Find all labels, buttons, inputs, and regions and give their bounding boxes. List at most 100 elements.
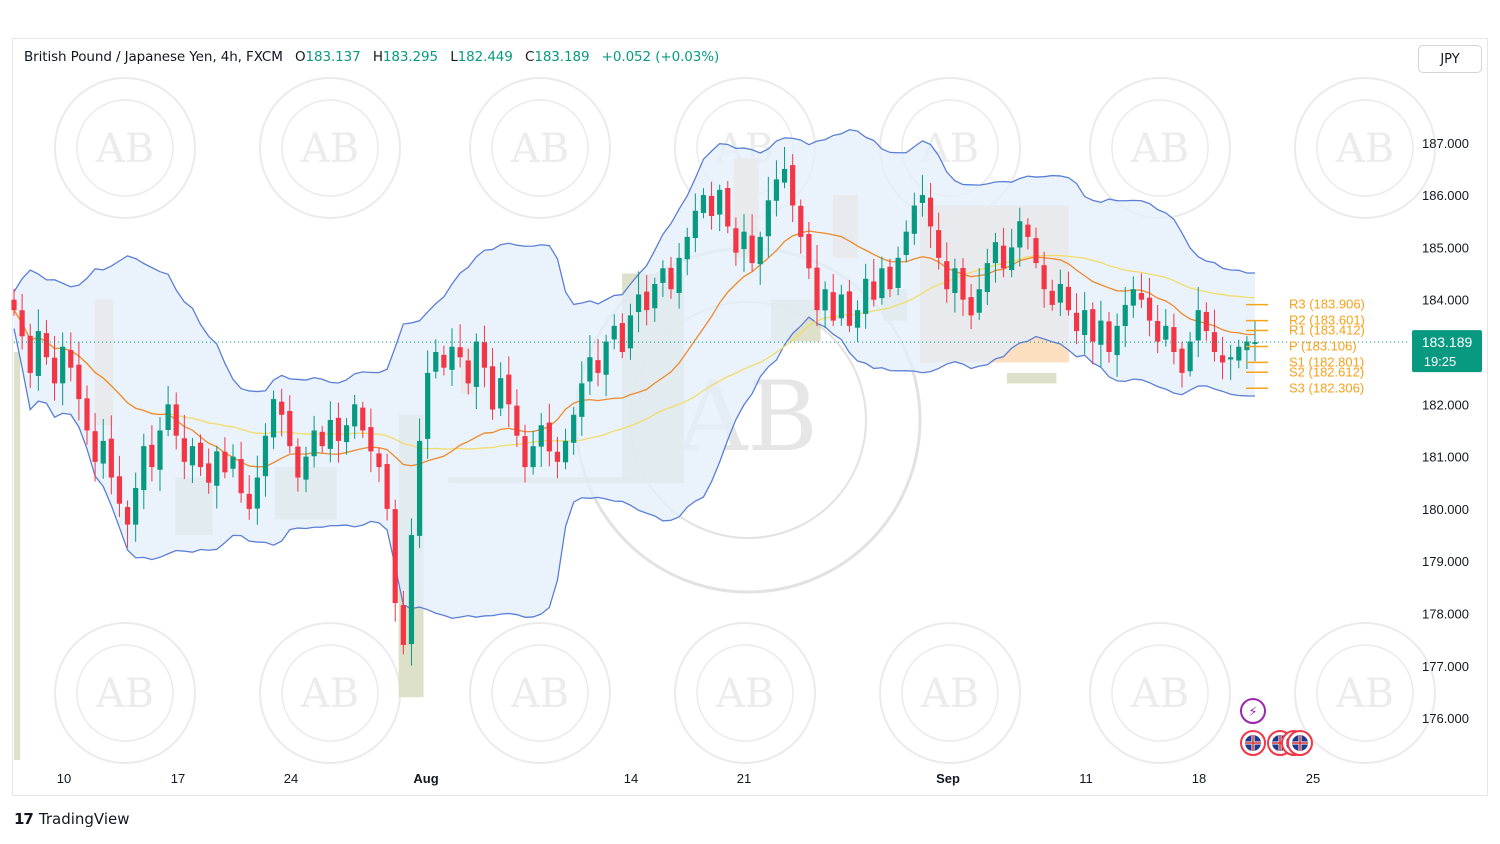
candle-body [522,436,528,468]
candle-body [514,405,520,436]
candle-body [1122,304,1128,327]
x-tick-label: 17 [171,771,185,786]
candle-body [1073,312,1080,332]
candle-body [498,378,504,409]
high-value: 183.295 [382,49,439,65]
watermark-ring-inner [491,99,589,197]
x-tick-label: 18 [1192,771,1206,786]
tradingview-brand: TradingView [38,810,130,828]
candle-body [1057,284,1063,303]
candle-body [725,187,731,227]
ma-fast-line [13,230,1256,468]
price-tag-countdown: 19:25 [1424,354,1457,369]
watermark-text: AB [510,671,569,717]
candle-body [936,230,942,258]
candle-body [1155,320,1161,342]
candle-body [1114,325,1120,356]
candle-body [830,292,836,321]
candle-body [214,451,220,486]
watermark-text: AB [715,671,774,717]
candle-body [92,431,98,462]
candle-body [1179,348,1185,373]
watermark-text: AB [1130,671,1189,717]
candle-body [449,346,455,370]
candle-body [254,477,260,509]
watermark-text: AB [300,671,359,717]
tradingview-logo[interactable]: 𝟭𝟳 TradingView [14,810,130,828]
y-tick-label: 187.000 [1422,136,1469,151]
candle-body [911,205,917,234]
candle-body [27,335,33,373]
candle-body [1049,290,1055,305]
candle-body [189,446,196,466]
x-tick-label: 14 [624,771,638,786]
x-tick-label: Aug [413,771,438,786]
candle-body [481,342,488,368]
candle-body [619,323,625,352]
watermark-ring-inner [491,644,589,742]
watermark-ring-inner [1316,644,1414,742]
candle-body [327,420,333,449]
x-tick-label: 11 [1079,771,1093,786]
candle-body [222,451,228,473]
candle-body [635,294,642,313]
watermark-ring [469,77,611,219]
symbol-header: British Pound / Japanese Yen, 4h, FXCM O… [24,49,719,65]
y-tick-label: 181.000 [1422,450,1469,465]
x-tick-label: 10 [57,771,71,786]
close-label: C [525,49,535,65]
chart-frame [12,38,1488,796]
candle-body [181,438,187,462]
candle-body [757,236,763,265]
pivot-label-r1: R1 (183.412) [1289,322,1365,337]
candle-body [708,195,715,216]
watermark-ring [54,622,196,764]
y-tick-label: 186.000 [1422,188,1469,203]
candle-body [733,228,739,253]
candle-body [360,407,366,431]
pivot-label-s2: S2 (182.612) [1289,364,1364,379]
candle-body [871,281,877,300]
candle-body [416,440,423,536]
candle-body [684,236,690,260]
candle-body [773,179,780,201]
candle-body [1090,309,1096,342]
candle-body [644,291,650,311]
currency-button[interactable]: JPY [1418,45,1482,73]
candle-body [1009,247,1015,271]
pivot-levels: R3 (183.906)R2 (183.601)R1 (183.412)P (1… [1246,297,1365,395]
x-tick-label: 21 [737,771,751,786]
candle-body [822,289,828,311]
symbol-name[interactable]: British Pound / Japanese Yen, 4h, FXCM [24,49,283,65]
candle-body [1098,320,1104,345]
time-axis[interactable]: 10 17 24 Aug 14 21 Sep 11 18 25 [57,771,1320,786]
candle-body [1000,245,1007,269]
candle-body [968,297,974,316]
candle-body [530,446,536,468]
candle-body [262,435,269,477]
candle-body [384,464,390,509]
candle-body [35,331,41,376]
watermark-ring-inner [1111,99,1209,197]
pivot-label-r3: R3 (183.906) [1289,297,1365,312]
zone-olive-1 [14,352,21,760]
candle-body [627,315,634,349]
candle-body [1041,265,1047,290]
candle-body [335,417,342,441]
pivot-label-r2: R2 (183.601) [1289,313,1365,328]
candle-body [1130,289,1136,306]
candle-body [595,360,601,373]
events-layer[interactable]: ⚡ [1240,698,1313,756]
candle-body [903,231,909,255]
watermark-ring [54,77,196,219]
candle-body [814,267,820,311]
candle-body [441,354,447,368]
candle-body [238,459,244,494]
bollinger-upper [13,128,1256,393]
price-axis[interactable]: 187.000186.000185.000184.000183.000182.0… [1422,136,1469,726]
candle-body [611,325,617,340]
candle-body [60,346,66,384]
watermark-text: AB [1335,671,1394,717]
watermark-ring [1294,77,1436,219]
